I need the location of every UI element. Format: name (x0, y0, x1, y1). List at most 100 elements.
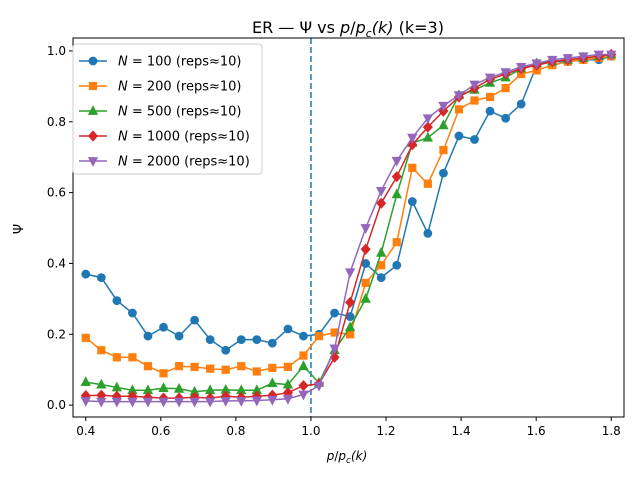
data-point (376, 246, 387, 257)
data-point (298, 390, 309, 401)
chart-title: ER — Ψ vs p/pc(k) (k=3) (252, 18, 444, 40)
y-tick-label: 0.2 (47, 327, 66, 341)
data-point (392, 260, 402, 270)
data-point (81, 269, 91, 279)
data-point (360, 293, 371, 303)
data-point (81, 333, 90, 342)
data-point (173, 397, 185, 408)
data-point (174, 331, 184, 341)
data-point (159, 322, 168, 332)
data-point (562, 54, 573, 64)
data-point (422, 131, 434, 142)
x-tick-label: 1.0 (301, 424, 320, 438)
series-layer (80, 48, 617, 408)
data-point (298, 360, 309, 371)
data-point (391, 188, 402, 199)
data-point (221, 365, 230, 374)
legend-entry-0: N = 100 (reps≈10) (79, 55, 242, 70)
data-point (112, 353, 121, 362)
legend-label: N = 500 (reps≈10) (118, 105, 242, 120)
data-point (407, 133, 418, 144)
data-point (407, 197, 417, 206)
data-point (344, 268, 356, 279)
axis-ticks: 0.4 0.6 0.8 1.0 1.2 1.4 1.6 1.8 0.0 0.2 0.4 0.6 0.8 1… (47, 44, 621, 438)
data-point (252, 335, 262, 345)
data-point (299, 331, 308, 341)
data-point (501, 84, 510, 93)
data-point (345, 296, 356, 309)
x-tick-label: 0.8 (226, 424, 245, 438)
data-point (408, 163, 417, 172)
legend-marker (87, 130, 99, 142)
data-point (422, 114, 434, 125)
data-point (516, 99, 526, 109)
data-point (283, 324, 293, 334)
data-point (501, 113, 511, 123)
data-point (204, 397, 216, 408)
data-point (329, 344, 340, 355)
series-4 (80, 50, 617, 408)
data-point (282, 394, 294, 405)
legend-marker (87, 105, 99, 115)
data-point (159, 369, 168, 378)
data-point (190, 315, 200, 325)
data-point (500, 68, 511, 79)
legend-label: N = 200 (reps≈10) (118, 80, 242, 95)
data-point (360, 243, 371, 255)
legend-marker (88, 81, 98, 91)
data-point (439, 146, 448, 155)
data-point (111, 397, 123, 408)
x-tick-label: 1.4 (452, 424, 471, 438)
data-point (313, 381, 325, 392)
data-point (360, 224, 371, 234)
legend-entry-1: N = 200 (reps≈10) (79, 80, 242, 95)
data-point (454, 131, 464, 141)
data-point (299, 351, 308, 360)
y-tick-label: 0.0 (47, 398, 66, 412)
data-point (267, 377, 278, 388)
data-point (376, 186, 387, 197)
legend-label: N = 2000 (reps≈10) (118, 155, 250, 170)
data-point (267, 338, 277, 348)
data-point (221, 345, 231, 355)
legend-label: N = 1000 (reps≈10) (118, 130, 250, 145)
data-point (453, 91, 465, 102)
data-point (96, 378, 107, 389)
data-point (80, 396, 91, 407)
data-point (593, 50, 605, 61)
data-point (485, 106, 495, 116)
data-point (547, 55, 558, 66)
data-point (206, 364, 215, 373)
data-point (515, 62, 527, 73)
data-point (190, 362, 199, 371)
x-tick-label: 0.4 (76, 424, 95, 438)
data-point (469, 80, 480, 91)
plot-frame (72, 37, 625, 418)
legend: N = 100 (reps≈10) N = 200 (reps≈10) N = 50… (72, 43, 263, 175)
data-point (96, 273, 106, 283)
data-point (376, 197, 387, 209)
data-point (470, 135, 479, 144)
data-point (391, 171, 402, 183)
legend-entry-2: N = 500 (reps≈10) (79, 105, 242, 120)
data-point (252, 367, 261, 376)
data-point (267, 395, 278, 406)
data-point (96, 397, 107, 408)
data-point (158, 397, 169, 408)
data-point (236, 335, 246, 345)
y-tick-label: 0.4 (47, 256, 66, 270)
data-point (174, 362, 184, 371)
data-point (283, 362, 293, 371)
legend-marker (88, 56, 98, 66)
data-point (237, 362, 246, 371)
y-tick-label: 1.0 (47, 44, 66, 58)
data-point (112, 296, 122, 306)
data-point (330, 308, 339, 318)
legend-entry-3: N = 1000 (reps≈10) (79, 130, 250, 145)
data-point (438, 101, 449, 112)
data-point (391, 156, 402, 167)
data-point (485, 92, 495, 102)
data-point (143, 362, 153, 371)
data-point (128, 308, 137, 318)
